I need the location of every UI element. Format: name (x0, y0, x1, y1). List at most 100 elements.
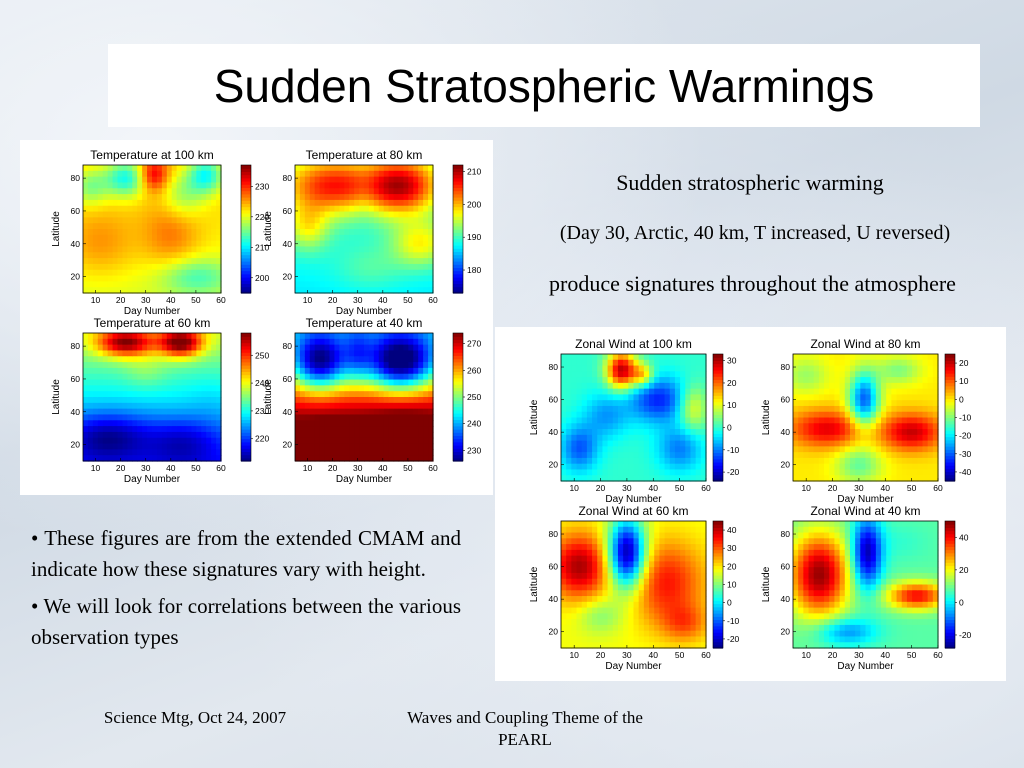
heatmap-cell (373, 165, 380, 172)
heatmap-cell (408, 263, 414, 271)
heatmap-cell (161, 431, 168, 439)
heatmap-cell (309, 211, 316, 218)
heatmap-cell (674, 630, 681, 638)
heatmap-cell (906, 423, 913, 430)
heatmap-cell (576, 596, 583, 603)
heatmap-cell (685, 457, 692, 465)
heatmap-cell (855, 365, 861, 372)
heatmap-cell (418, 373, 424, 381)
heatmap-cell (870, 423, 877, 430)
heatmap-cell (373, 252, 380, 259)
heatmap-cell (368, 455, 375, 462)
heatmap-cell (132, 338, 138, 346)
heatmap-cell (107, 356, 114, 363)
heatmap-cell (156, 246, 163, 253)
heatmap-cell (685, 446, 692, 453)
heatmap-cell (83, 338, 89, 346)
y-tick-label: 40 (71, 239, 81, 249)
heatmap-cell (695, 394, 702, 401)
heatmap-cell (932, 365, 939, 372)
colorbar-segment (713, 635, 723, 640)
heatmap-cell (607, 365, 614, 372)
heatmap-cell (373, 281, 380, 288)
heatmap-cell (818, 469, 825, 476)
heatmap-cell (829, 463, 836, 471)
heatmap-cell (309, 402, 316, 410)
heatmap-cell (87, 275, 94, 282)
heatmap-cell (334, 269, 340, 277)
heatmap-cell (633, 544, 640, 551)
heatmap-cell (917, 388, 924, 396)
heatmap-cell (102, 373, 109, 381)
heatmap-cell (581, 377, 588, 384)
heatmap-cell (211, 426, 217, 433)
heatmap-cell (638, 382, 645, 390)
heatmap-cell (896, 452, 903, 459)
heatmap-cell (132, 176, 138, 184)
heatmap-cell (865, 423, 872, 430)
colorbar-segment (241, 384, 251, 388)
heatmap-cell (112, 367, 119, 375)
heatmap-cell (896, 434, 903, 442)
heatmap-cell (156, 211, 163, 218)
heatmap-cell (695, 457, 702, 465)
heatmap-cell (359, 362, 365, 369)
heatmap-cell (378, 182, 385, 189)
heatmap-cell (932, 388, 939, 396)
heatmap-cell (398, 455, 405, 462)
heatmap-cell (309, 182, 316, 189)
heatmap-cell (122, 205, 128, 213)
heatmap-cell (97, 170, 104, 178)
heatmap-cell (669, 429, 676, 436)
heatmap-cell (368, 258, 375, 265)
colorbar-segment (241, 368, 251, 372)
heatmap-cell (844, 365, 851, 372)
heatmap-cell (191, 408, 197, 416)
heatmap-cell (319, 240, 326, 248)
heatmap-cell (649, 555, 655, 563)
heatmap-cell (576, 619, 583, 626)
heatmap-cell (428, 344, 434, 352)
y-tick-label: 40 (549, 427, 559, 437)
heatmap-cell (324, 385, 331, 392)
heatmap-cell (181, 217, 188, 224)
heatmap-cell (211, 338, 217, 346)
heatmap-cell (191, 240, 197, 248)
heatmap-cell (393, 258, 400, 265)
colorbar-segment (713, 562, 723, 567)
heatmap-cell (413, 426, 419, 433)
heatmap-cell (329, 182, 336, 189)
heatmap-cell (413, 170, 419, 178)
heatmap-cell (798, 624, 804, 632)
heatmap-cell (152, 443, 158, 450)
heatmap-cell (813, 452, 820, 459)
heatmap-cell (423, 420, 429, 427)
heatmap-cell (813, 359, 820, 367)
colorbar-segment (453, 409, 463, 414)
x-axis-label: Day Number (605, 661, 662, 672)
colorbar-segment (713, 533, 723, 538)
heatmap-cell (344, 258, 350, 265)
colorbar-segment (241, 222, 251, 227)
heatmap-cell (181, 455, 188, 462)
heatmap-cell (147, 217, 153, 224)
heatmap-cell (901, 423, 908, 430)
heatmap-cell (798, 371, 804, 378)
heatmap-cell (299, 170, 306, 178)
heatmap-cell (383, 223, 390, 230)
heatmap-cell (818, 365, 825, 372)
colorbar-segment (713, 382, 723, 387)
heatmap-cell (849, 382, 856, 390)
heatmap-cell (171, 176, 178, 184)
heatmap-cell (142, 402, 148, 410)
heatmap-cell (602, 388, 609, 396)
heatmap-cell (324, 402, 331, 410)
heatmap-cell (171, 182, 178, 189)
heatmap-cell (196, 263, 202, 271)
heatmap-cell (423, 240, 429, 248)
heatmap-cell (700, 532, 707, 539)
heatmap-cell (602, 521, 609, 528)
heatmap-cell (378, 402, 385, 410)
heatmap-cell (339, 385, 345, 392)
heatmap-cell (813, 555, 820, 563)
